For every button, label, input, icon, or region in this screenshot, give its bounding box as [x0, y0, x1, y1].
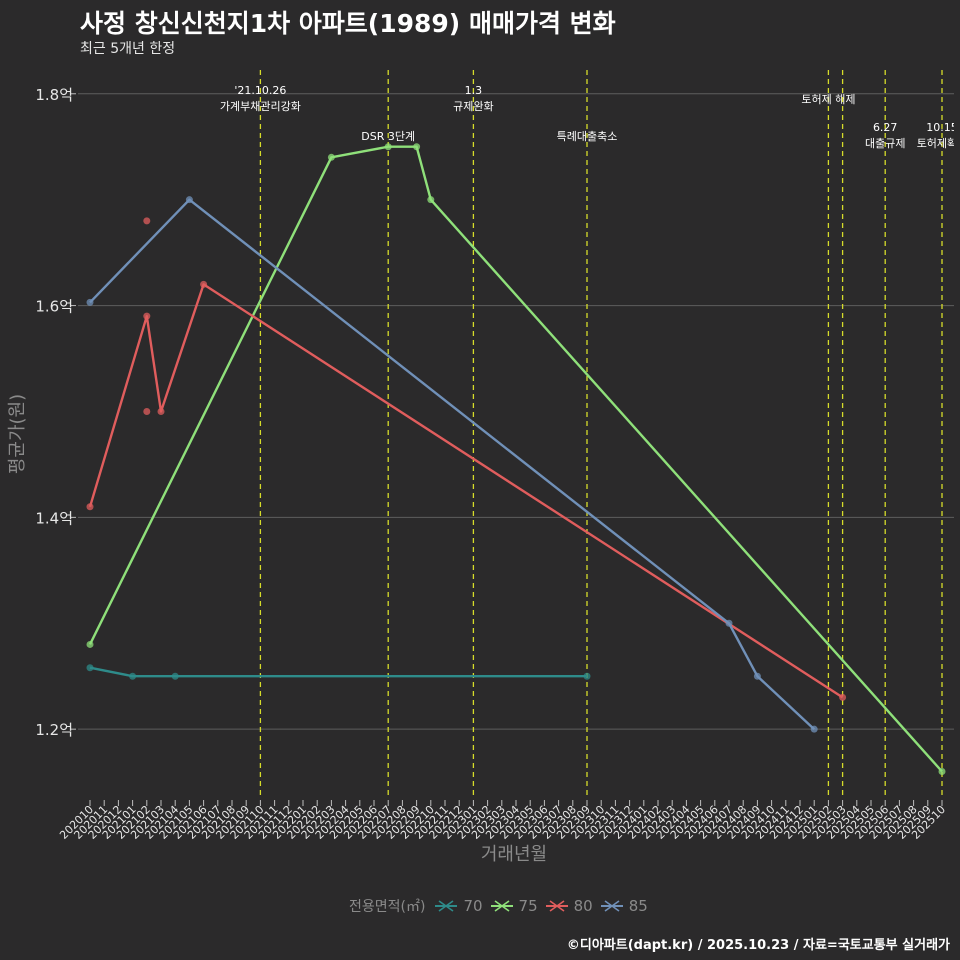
chart-title: 사정 창신신천지1차 아파트(1989) 매매가격 변화	[80, 9, 616, 38]
event-label: 1.3	[465, 84, 483, 97]
series-line-85	[89, 198, 816, 731]
event-label: 토허제 해제	[801, 92, 855, 106]
legend-item-85[interactable]: 85	[599, 897, 648, 915]
data-point-70	[583, 672, 591, 680]
data-point-85	[810, 725, 818, 733]
data-point-75	[938, 768, 946, 776]
x-axis-label: 거래년월	[480, 844, 548, 865]
data-point-80	[143, 217, 151, 225]
y-tick-label: 1.4억	[35, 509, 73, 527]
data-point-80	[143, 312, 151, 320]
data-point-80	[200, 280, 208, 288]
data-point-75	[86, 640, 94, 648]
event-label: 특례대출축소	[557, 130, 618, 143]
event-label: 가계부채관리강화	[220, 100, 301, 113]
source-caption: ©디아파트(dapt.kr) / 2025.10.23 / 자료=국토교통부 실…	[566, 938, 950, 953]
legend-label-80: 80	[573, 897, 593, 915]
data-point-70	[171, 672, 179, 680]
legend-item-75[interactable]: 75	[489, 897, 538, 915]
event-label: 규제완화	[453, 100, 493, 113]
event-label: 6.27	[873, 121, 898, 134]
event-label: 10.15	[926, 121, 958, 134]
legend-key-80	[545, 900, 568, 912]
series-line-80	[88, 283, 844, 699]
legend-label-75: 75	[518, 897, 538, 915]
legend-item-70[interactable]: 70	[433, 897, 483, 915]
data-point-85	[86, 298, 94, 306]
y-tick-label: 1.6억	[35, 298, 73, 316]
data-point-75	[413, 143, 421, 151]
y-tick-label: 1.8억	[35, 86, 73, 104]
chart-subtitle: 최근 5개년 한정	[80, 41, 176, 57]
data-point-80	[143, 407, 151, 415]
data-point-85	[753, 672, 761, 680]
y-tick-label: 1.2억	[35, 721, 73, 739]
data-point-80	[157, 407, 165, 415]
legend: 전용면적(㎡) 70 75 80 85	[349, 896, 654, 916]
data-point-75	[427, 196, 435, 204]
legend-key-70	[435, 900, 458, 912]
legend-item-80[interactable]: 80	[544, 897, 593, 915]
event-label: 대출규제	[865, 137, 905, 150]
event-label: 토허제확대	[917, 137, 960, 150]
data-point-80	[839, 693, 847, 701]
legend-title: 전용면적(㎡)	[349, 899, 426, 915]
event-label: DSR 3단계	[361, 130, 415, 143]
legend-label-70: 70	[463, 897, 483, 915]
series-line-70	[89, 666, 587, 678]
legend-label-85: 85	[628, 897, 648, 915]
data-point-80	[86, 503, 94, 511]
data-point-70	[129, 672, 137, 680]
data-point-75	[327, 153, 335, 161]
data-point-75	[384, 143, 392, 151]
data-point-85	[725, 619, 733, 627]
legend-key-85	[600, 900, 623, 912]
data-point-85	[185, 196, 193, 204]
legend-key-75	[490, 900, 513, 912]
data-point-70	[86, 664, 94, 672]
y-axis-label: 평균가(원)	[7, 393, 28, 475]
series-line-75	[88, 145, 943, 773]
event-label: '21.10.26	[234, 84, 286, 97]
